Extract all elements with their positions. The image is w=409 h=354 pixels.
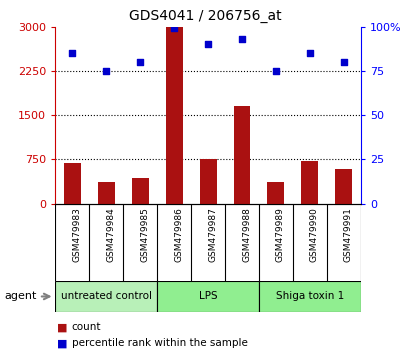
Text: GSM479983: GSM479983 <box>72 207 81 262</box>
Point <box>103 68 109 74</box>
Text: GSM479990: GSM479990 <box>309 207 318 262</box>
Bar <box>258 281 360 312</box>
Bar <box>64 164 81 204</box>
Point <box>171 25 177 31</box>
Bar <box>165 27 182 204</box>
Text: count: count <box>72 322 101 332</box>
Point <box>272 68 279 74</box>
Text: GSM479989: GSM479989 <box>275 207 284 262</box>
Bar <box>97 182 115 204</box>
Bar <box>131 178 148 204</box>
Text: agent: agent <box>4 291 36 302</box>
Text: GSM479988: GSM479988 <box>241 207 250 262</box>
Text: GSM479984: GSM479984 <box>106 207 115 262</box>
Text: GSM479986: GSM479986 <box>174 207 183 262</box>
Bar <box>199 159 216 204</box>
Text: GSM479985: GSM479985 <box>140 207 149 262</box>
Text: GDS4041 / 206756_at: GDS4041 / 206756_at <box>128 9 281 23</box>
Text: ■: ■ <box>57 338 68 348</box>
Bar <box>233 106 250 204</box>
Point <box>340 59 346 65</box>
Bar <box>301 161 318 204</box>
Point <box>238 36 245 42</box>
Bar <box>55 281 157 312</box>
Text: Shiga toxin 1: Shiga toxin 1 <box>275 291 343 302</box>
Text: GSM479987: GSM479987 <box>207 207 216 262</box>
Point <box>137 59 143 65</box>
Text: GSM479991: GSM479991 <box>343 207 352 262</box>
Bar <box>267 182 284 204</box>
Bar <box>335 169 351 204</box>
Point <box>69 50 75 56</box>
Text: percentile rank within the sample: percentile rank within the sample <box>72 338 247 348</box>
Bar <box>157 281 258 312</box>
Text: ■: ■ <box>57 322 68 332</box>
Point <box>204 41 211 47</box>
Text: LPS: LPS <box>198 291 217 302</box>
Text: untreated control: untreated control <box>61 291 151 302</box>
Point <box>306 50 312 56</box>
